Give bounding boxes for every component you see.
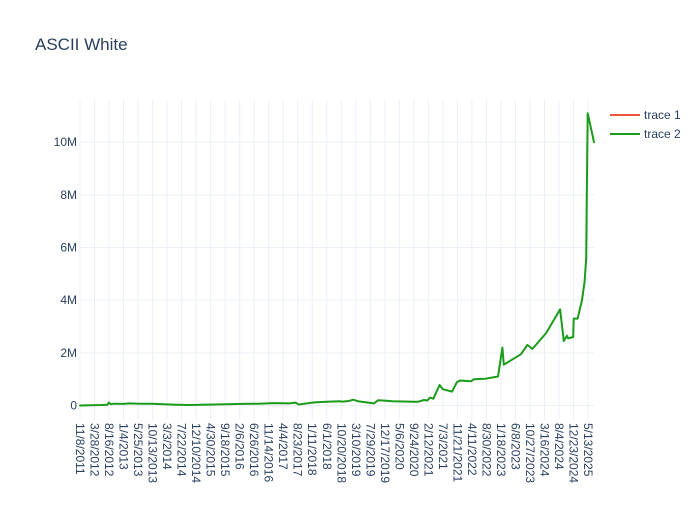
x-tick-label: 11/14/2016 xyxy=(262,423,276,482)
x-tick-label: 10/13/2013 xyxy=(146,423,160,483)
x-tick-label: 7/29/2019 xyxy=(363,423,377,477)
x-tick-label: 5/6/2020 xyxy=(392,423,406,470)
x-tick-label: 5/13/2025 xyxy=(581,423,595,477)
x-tick-label: 11/21/2021 xyxy=(450,423,464,482)
x-tick-label: 2/12/2021 xyxy=(421,423,435,477)
x-tick-label: 12/10/2014 xyxy=(189,423,203,483)
x-tick-label: 7/3/2021 xyxy=(436,423,450,470)
x-tick-label: 3/10/2019 xyxy=(349,423,363,477)
x-tick-label: 8/30/2022 xyxy=(479,423,493,477)
x-tick-label: 8/16/2012 xyxy=(102,423,116,477)
x-tick-label: 3/16/2024 xyxy=(537,423,551,477)
x-tick-label: 6/1/2018 xyxy=(320,423,334,470)
plot-area xyxy=(80,100,594,420)
chart-title: ASCII White xyxy=(35,35,128,54)
legend-item-trace-1[interactable]: trace 1 xyxy=(610,108,681,122)
x-tick-label: 1/18/2023 xyxy=(494,423,508,477)
x-tick-label: 3/28/2012 xyxy=(88,423,102,477)
x-tick-label: 8/4/2024 xyxy=(552,423,566,470)
x-tick-label: 6/8/2023 xyxy=(508,423,522,470)
series-layer xyxy=(79,112,595,407)
x-tick-label: 10/20/2018 xyxy=(334,423,348,483)
legend-label-trace-1: trace 1 xyxy=(644,108,681,122)
legend-item-trace-2[interactable]: trace 2 xyxy=(610,127,681,141)
y-axis-ticks: 0 2M 4M 6M 8M 10M xyxy=(54,135,78,412)
x-tick-label: 4/11/2022 xyxy=(465,423,479,476)
y-tick-label: 4M xyxy=(60,293,77,307)
x-tick-label: 6/26/2016 xyxy=(247,423,261,477)
series-line-trace-2 xyxy=(79,112,595,407)
x-tick-label: 2/6/2016 xyxy=(233,423,247,470)
x-gridlines xyxy=(79,100,589,420)
y-gridlines xyxy=(80,141,594,407)
x-tick-label: 9/18/2015 xyxy=(218,423,232,477)
x-tick-label: 4/4/2017 xyxy=(276,423,290,470)
legend[interactable]: trace 1 trace 2 xyxy=(610,108,681,141)
y-tick-label: 6M xyxy=(60,240,77,254)
x-tick-label: 12/17/2019 xyxy=(378,423,392,483)
y-tick-label: 8M xyxy=(60,188,77,202)
x-tick-label: 3/3/2014 xyxy=(160,423,174,470)
x-tick-label: 11/8/2011 xyxy=(73,423,87,475)
x-tick-label: 4/30/2015 xyxy=(204,423,218,477)
y-tick-label: 0 xyxy=(70,399,77,413)
x-tick-label: 5/25/2013 xyxy=(131,423,145,477)
y-tick-label: 2M xyxy=(60,346,77,360)
x-tick-label: 7/22/2014 xyxy=(175,423,189,477)
y-tick-label: 10M xyxy=(54,135,77,149)
x-tick-label: 8/23/2017 xyxy=(291,423,305,477)
x-tick-label: 10/27/2023 xyxy=(523,423,537,483)
x-tick-label: 12/23/2024 xyxy=(567,423,581,483)
x-tick-label: 1/11/2018 xyxy=(305,423,319,476)
x-tick-label: 9/24/2020 xyxy=(407,423,421,477)
x-axis-ticks: 11/8/2011 3/28/2012 8/16/2012 1/4/2013 5/25/… xyxy=(73,423,595,483)
legend-label-trace-2: trace 2 xyxy=(644,127,681,141)
x-tick-label: 1/4/2013 xyxy=(117,423,131,470)
